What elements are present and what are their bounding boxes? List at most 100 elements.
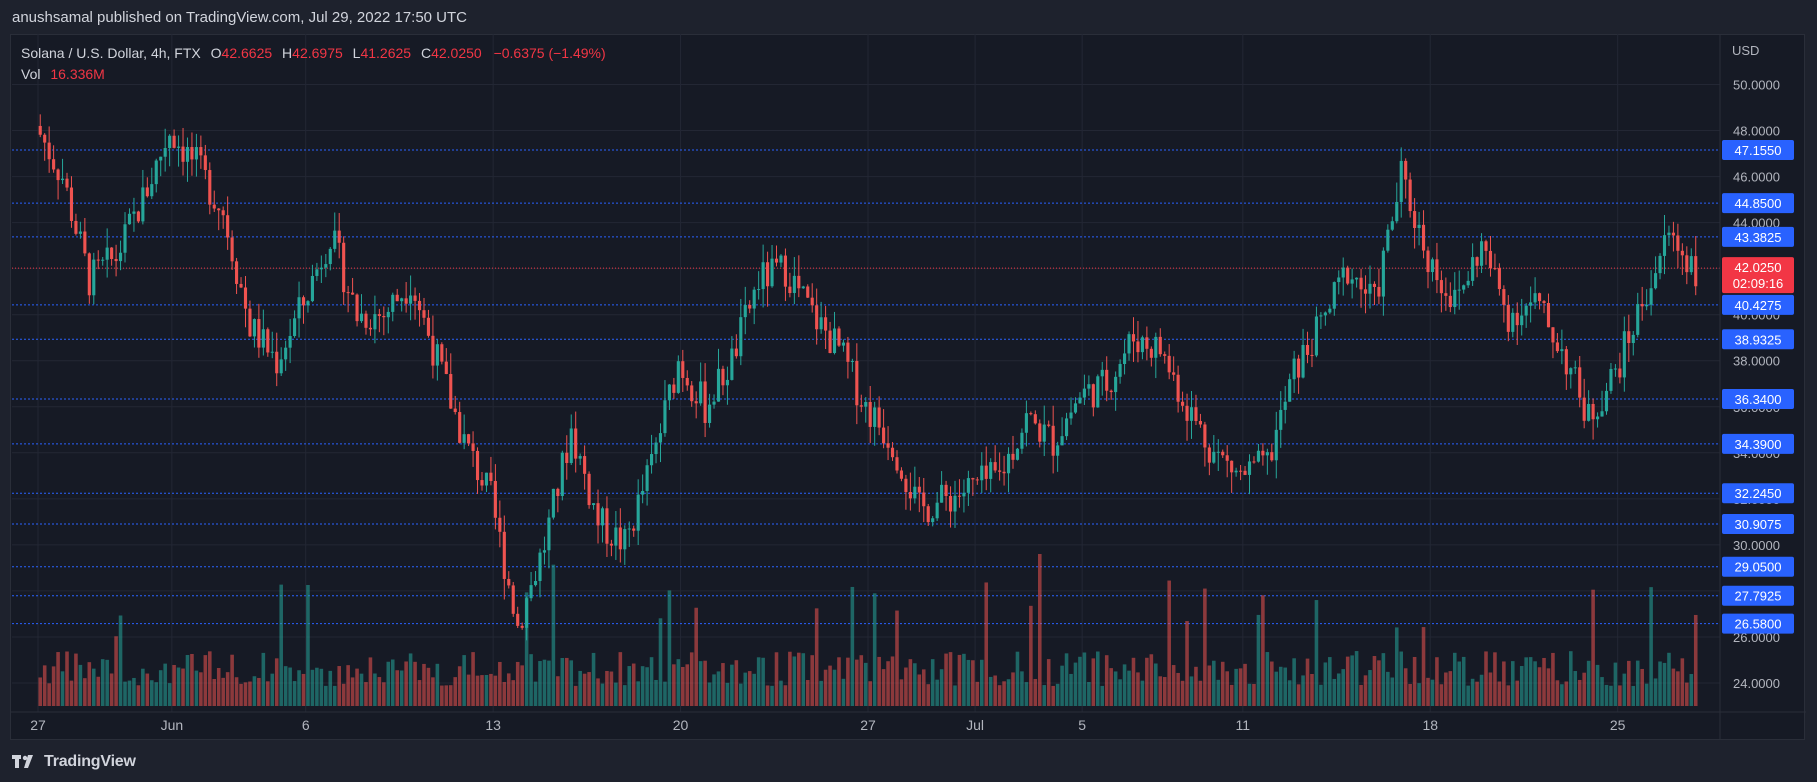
volume-bar: [676, 659, 681, 706]
volume-bar: [1042, 685, 1047, 706]
volume-bar: [1466, 685, 1470, 706]
volume-bar: [966, 659, 971, 706]
volume-bar: [1586, 660, 1591, 706]
volume-bar: [328, 670, 333, 706]
volume-bar: [368, 657, 373, 706]
candle-body: [60, 178, 65, 181]
candle-body: [1154, 336, 1158, 358]
volume-bar: [948, 652, 953, 706]
candle-body: [895, 457, 899, 471]
volume-bar: [984, 582, 989, 706]
volume-bar: [886, 661, 890, 706]
level-badge: [1722, 388, 1794, 409]
candle-body: [467, 434, 471, 444]
tradingview-brand[interactable]: TradingView: [12, 753, 136, 771]
y-tick-label: 24.0000: [1733, 676, 1780, 691]
volume-bar: [1448, 671, 1453, 706]
candle-body: [1520, 315, 1524, 326]
candle-body: [101, 259, 105, 261]
volume-bar: [739, 683, 743, 706]
volume-bar: [779, 680, 783, 706]
volume-label[interactable]: Vol: [21, 66, 41, 82]
volume-bar: [1100, 685, 1105, 706]
volume-bar: [988, 676, 993, 706]
volume-bar: [645, 667, 649, 706]
candle-body: [1363, 289, 1368, 294]
candle-body: [1680, 250, 1684, 256]
candle-body: [788, 286, 792, 294]
candle-body: [1604, 390, 1609, 412]
volume-bar: [337, 666, 341, 706]
candle-body: [1265, 452, 1269, 456]
volume-bar: [520, 665, 524, 706]
volume-bar: [87, 662, 92, 706]
candle-body: [449, 374, 453, 409]
volume-bar: [1555, 680, 1560, 706]
candle-body: [1395, 201, 1399, 222]
candle-body: [922, 492, 926, 507]
candle-body: [1497, 268, 1501, 290]
volume-bar: [569, 660, 574, 706]
level-badge-label: 32.2450: [1735, 486, 1782, 501]
candle-body: [177, 146, 181, 148]
symbol-title[interactable]: Solana / U.S. Dollar, 4h, FTX: [21, 45, 201, 61]
volume-bar: [506, 673, 511, 706]
candle-body: [1230, 460, 1234, 473]
volume-bar: [230, 654, 234, 706]
candle-body: [1323, 312, 1327, 316]
candle-body: [533, 581, 538, 586]
candle-body: [1381, 250, 1385, 297]
volume-bar: [1180, 680, 1185, 706]
candle-body: [333, 230, 337, 249]
candle-body: [614, 527, 618, 546]
ohlc-row: Solana / U.S. Dollar, 4h, FTX O42.6625 H…: [21, 43, 606, 64]
level-badge-label: 27.7925: [1735, 589, 1782, 604]
volume-bar: [248, 681, 252, 706]
candle-body: [203, 155, 207, 171]
candle-body: [288, 336, 292, 348]
volume-bar: [163, 663, 167, 706]
volume-bar: [1082, 652, 1087, 706]
candle-body: [618, 527, 622, 550]
candle-body: [458, 412, 462, 443]
grid-lines: [12, 34, 1720, 712]
candle-body: [1484, 241, 1488, 251]
volume-bar: [908, 659, 913, 706]
candle-body: [1118, 363, 1122, 377]
level-badge: [1722, 433, 1794, 454]
volume-bar: [698, 661, 703, 706]
candle-body: [667, 384, 671, 401]
volume-bar: [1653, 678, 1658, 706]
volume-bar: [1078, 656, 1082, 706]
candle-body: [1502, 289, 1506, 305]
volume-bar: [404, 661, 408, 706]
volume-bar: [221, 677, 225, 706]
volume-bar: [1002, 681, 1006, 706]
volume-bar: [1457, 661, 1462, 706]
volume-bar: [944, 653, 948, 706]
candle-body: [444, 361, 448, 375]
volume-bar: [725, 682, 730, 706]
volume-bar: [475, 675, 480, 706]
candle-body: [319, 267, 323, 270]
candle-body: [1488, 250, 1493, 269]
y-tick-label: 48.0000: [1733, 124, 1780, 139]
candle-body: [1457, 289, 1461, 291]
candle-body: [1350, 279, 1354, 284]
volume-bar: [1493, 652, 1497, 706]
candle-body: [1145, 337, 1149, 349]
x-tick-label: 20: [673, 717, 689, 733]
volume-bar: [524, 592, 529, 706]
candle-body: [904, 478, 908, 493]
volume-bar: [1046, 659, 1051, 706]
volume-bar: [83, 678, 87, 706]
candle-body: [1609, 368, 1613, 391]
volume-bar: [1024, 682, 1029, 706]
volume-bar: [899, 679, 904, 706]
candle-body: [1002, 471, 1006, 474]
volume-bar: [377, 677, 382, 706]
volume-bar: [47, 683, 51, 706]
candle-body: [1685, 255, 1689, 273]
candle-body: [1158, 336, 1162, 355]
